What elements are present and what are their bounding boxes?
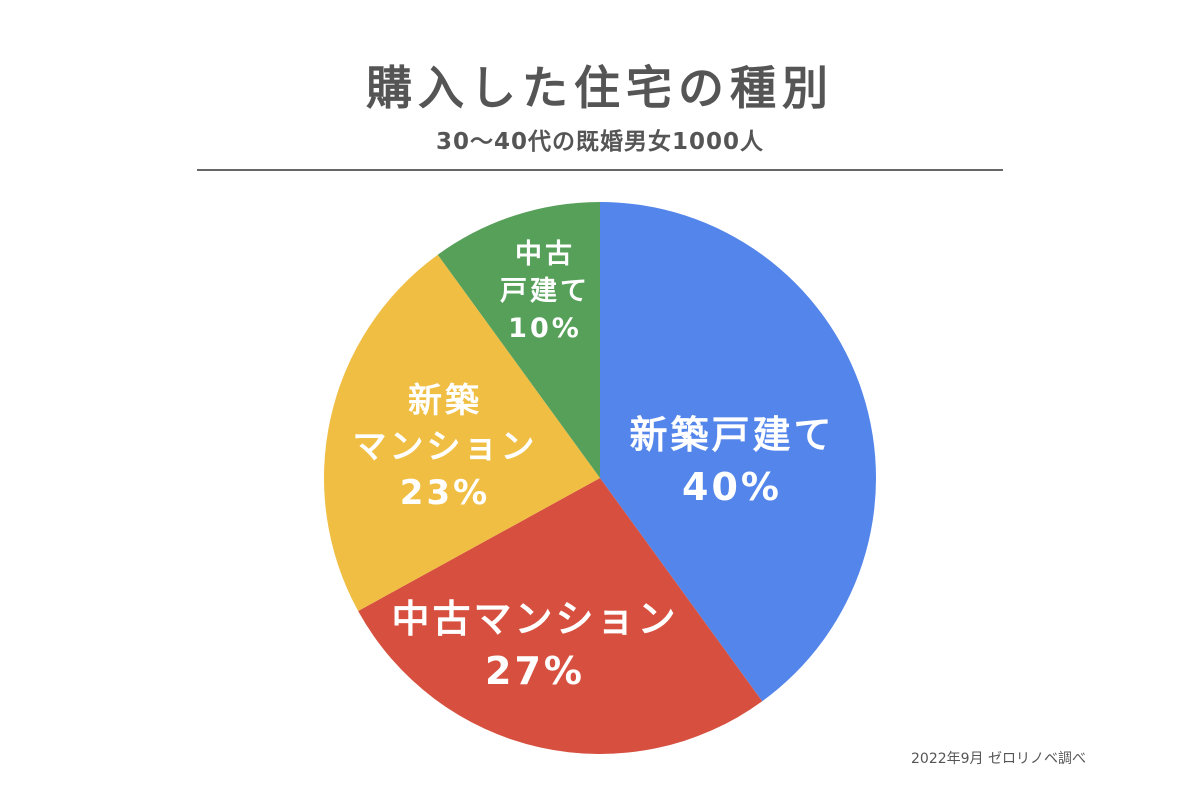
title-divider — [197, 169, 1003, 171]
slice-category-label: 新築戸建て — [629, 413, 834, 457]
slice-category-label: 中古 — [515, 239, 575, 270]
slice-category-label: 新築 — [408, 381, 482, 421]
slice-percent-label: 10% — [508, 313, 582, 344]
slice-category-label: マンション — [353, 427, 538, 467]
pie-slice-2 — [324, 254, 600, 611]
source-note: 2022年9月 ゼロリノベ調べ — [911, 751, 1086, 767]
page-subtitle: 30〜40代の既婚男女1000人 — [435, 129, 765, 155]
slice-percent-label: 27% — [485, 649, 585, 693]
slice-label-0: 新築戸建て 40% — [629, 413, 834, 509]
pie-slice-3 — [437, 202, 600, 478]
page-title: 購入した住宅の種別 — [366, 61, 834, 115]
slice-percent-label: 40% — [682, 465, 782, 509]
slice-category-label: 戸建て — [500, 276, 590, 307]
pie-slice-1 — [358, 478, 763, 754]
slice-percent-label: 23% — [400, 473, 490, 513]
pie-slice-0 — [600, 202, 877, 702]
slice-label-1: 中古マンション 27% — [391, 597, 678, 693]
slice-category-label: 中古マンション — [391, 597, 678, 641]
